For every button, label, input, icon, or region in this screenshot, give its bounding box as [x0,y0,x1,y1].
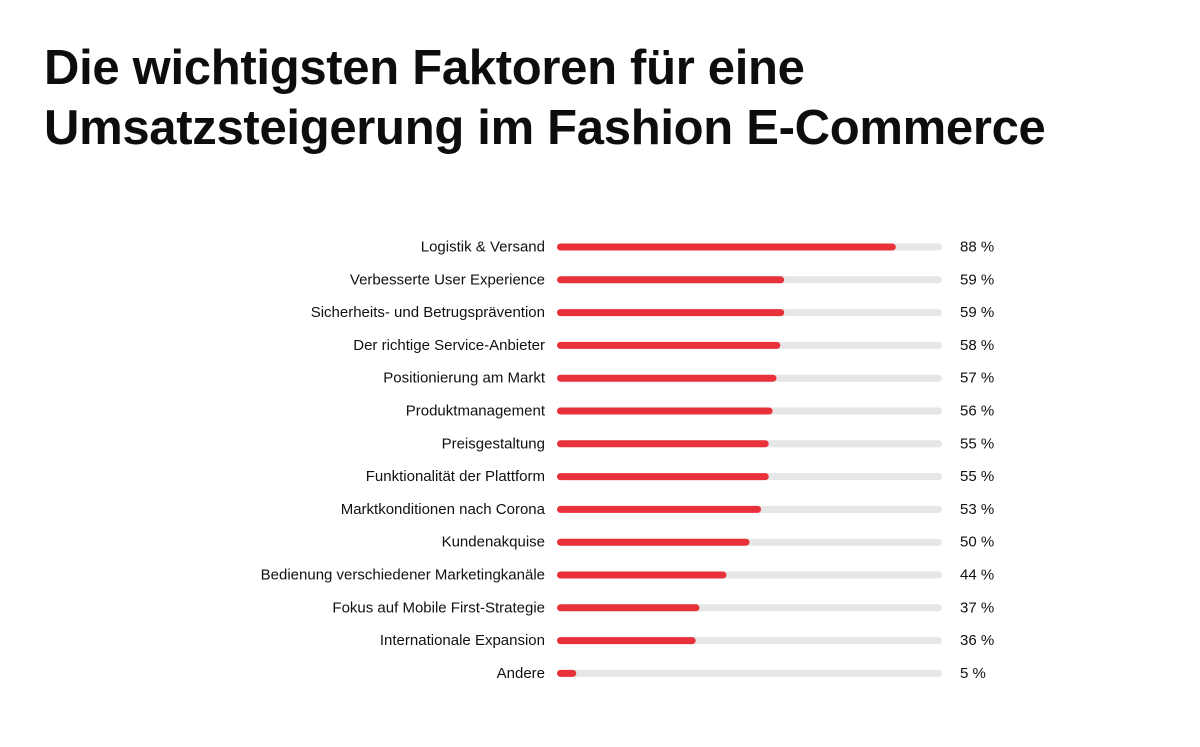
bar-row: Sicherheits- und Betrugsprävention 59 % [311,304,995,321]
bar [557,604,700,612]
bar [557,440,769,448]
bar [557,571,727,579]
value-label: 44 % [960,567,994,584]
bar [557,341,781,349]
bar [557,473,769,481]
bar [557,276,785,284]
bar [557,637,696,645]
category-label: Preisgestaltung [442,435,545,452]
bar-row: Kundenakquise 50 % [442,534,995,551]
bar-row: Fokus auf Mobile First-Strategie 37 % [332,599,994,616]
bar-row: Produktmanagement 56 % [406,403,994,420]
bar [557,374,777,382]
bar [557,243,896,251]
category-label: Der richtige Service-Anbieter [353,337,545,354]
category-label: Sicherheits- und Betrugsprävention [311,304,545,321]
bar-row: Der richtige Service-Anbieter 58 % [353,337,994,354]
value-label: 57 % [960,370,994,387]
value-label: 5 % [960,665,986,682]
value-label: 55 % [960,468,994,485]
value-label: 55 % [960,435,994,452]
category-label: Verbesserte User Experience [350,271,545,288]
bar-track [557,669,942,677]
bar-row: Verbesserte User Experience 59 % [350,271,994,288]
category-label: Internationale Expansion [380,632,545,649]
chart-title: Die wichtigsten Faktoren für eine Umsatz… [44,38,1164,158]
value-label: 56 % [960,403,994,420]
category-label: Andere [497,665,545,682]
chart-title-line-2: Umsatzsteigerung im Fashion E-Commerce [44,101,1046,155]
bar [557,309,785,317]
value-label: 88 % [960,239,994,256]
value-label: 50 % [960,534,994,551]
bar-row: Positionierung am Markt 57 % [383,370,994,387]
bar-row: Internationale Expansion 36 % [380,632,994,649]
category-label: Kundenakquise [442,534,545,551]
bar-row: Marktkonditionen nach Corona 53 % [341,501,995,518]
bar-row: Funktionalität der Plattform 55 % [366,468,994,485]
value-label: 59 % [960,304,994,321]
category-label: Marktkonditionen nach Corona [341,501,546,518]
bar [557,505,762,513]
category-label: Logistik & Versand [421,239,545,256]
value-label: 36 % [960,632,994,649]
bar-row: Bedienung verschiedener Marketingkanäle 4… [261,567,995,584]
category-label: Bedienung verschiedener Marketingkanäle [261,567,545,584]
category-label: Positionierung am Markt [383,370,546,387]
bar [557,669,577,677]
bar-row: Preisgestaltung 55 % [442,435,995,452]
bar-row: Logistik & Versand 88 % [421,239,994,256]
bar [557,538,750,546]
value-label: 37 % [960,599,994,616]
category-label: Fokus auf Mobile First-Strategie [332,599,545,616]
chart-title-line-1: Die wichtigsten Faktoren für eine [44,41,805,95]
bar [557,407,773,415]
value-label: 53 % [960,501,994,518]
value-label: 59 % [960,271,994,288]
category-label: Produktmanagement [406,403,546,420]
value-label: 58 % [960,337,994,354]
category-label: Funktionalität der Plattform [366,468,545,485]
bar-row: Andere 5 % [497,665,986,682]
